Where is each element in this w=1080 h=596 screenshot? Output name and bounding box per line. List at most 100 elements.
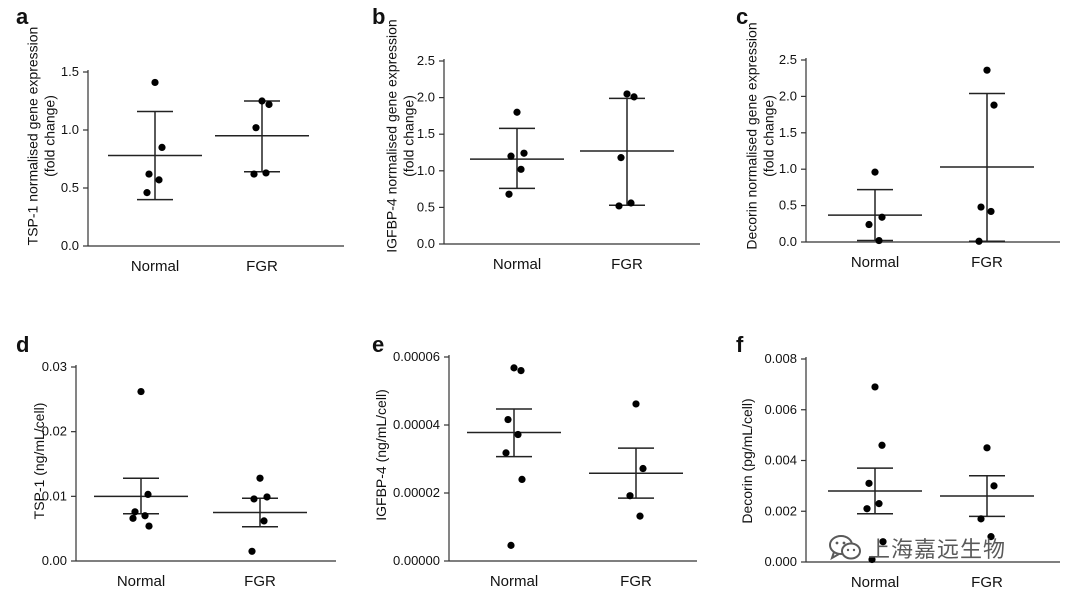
x-category-label: Normal <box>851 574 899 591</box>
panel-letter: b <box>372 4 385 29</box>
y-tick-label: 0.02 <box>42 424 67 439</box>
x-category-label: FGR <box>620 573 652 590</box>
x-category-label: FGR <box>971 574 1003 591</box>
x-category-label: FGR <box>244 573 276 590</box>
watermark: 上海嘉远生物 <box>828 530 1006 566</box>
data-point <box>863 505 871 513</box>
y-axis-label: IGFBP-4 normalised gene expression <box>384 19 400 252</box>
data-point <box>990 482 998 490</box>
data-point <box>868 555 876 564</box>
y-tick-label: 0.5 <box>779 198 797 213</box>
data-point <box>865 479 873 487</box>
y-axis-label: IGFBP-4 (ng/mL/cell) <box>373 389 389 520</box>
data-point <box>626 492 634 500</box>
data-point <box>632 400 640 408</box>
data-point <box>131 508 139 516</box>
wechat-icon <box>829 535 861 561</box>
y-tick-label: 1.5 <box>779 125 797 140</box>
data-point <box>260 517 268 525</box>
data-point <box>504 415 512 424</box>
panel-letter: d <box>16 332 29 357</box>
panel-letter: f <box>736 332 744 357</box>
y-tick-label: 0.00 <box>42 553 67 568</box>
panel-b: b 0.0 0.5 1.0 1.5 2.0 2.5 Normal FGR IGFBP-4 norm… <box>372 4 700 273</box>
y-tick-label: 0.0 <box>417 236 435 251</box>
y-tick-label: 1.0 <box>417 163 435 178</box>
y-tick-label: 0.5 <box>417 199 435 214</box>
data-point <box>514 430 522 439</box>
panel-letter: a <box>16 4 29 29</box>
data-point <box>144 490 152 498</box>
data-point <box>615 202 623 210</box>
data-point <box>256 474 264 482</box>
data-point <box>630 93 638 101</box>
data-point <box>507 152 515 160</box>
x-category-label: FGR <box>971 254 1003 271</box>
data-point <box>265 100 273 109</box>
data-point <box>129 514 137 522</box>
y-tick-label: 0.0 <box>779 234 797 249</box>
data-point <box>987 533 995 541</box>
watermark-text: 上海嘉远生物 <box>868 538 1007 563</box>
data-point <box>977 515 985 523</box>
data-point <box>983 66 991 74</box>
data-point <box>502 449 510 457</box>
data-point <box>507 541 515 549</box>
panel-letter: e <box>372 332 384 357</box>
data-point <box>137 387 145 396</box>
y-tick-label: 1.0 <box>61 122 79 137</box>
panel-c: c 0.0 0.5 1.0 1.5 2.0 2.5 Normal FGR Decorin norm… <box>736 4 1060 271</box>
data-point <box>155 176 163 184</box>
data-point <box>252 124 260 132</box>
data-point <box>878 213 886 221</box>
panel-a: a 0.0 0.5 1.0 1.5 Normal FGR TSP-1 normalised g… <box>16 4 344 275</box>
x-category-label: Normal <box>851 254 899 271</box>
y-axis-label: TSP-1 normalised gene expression <box>25 27 41 246</box>
data-point <box>258 97 266 105</box>
data-point <box>517 367 525 375</box>
data-point <box>141 512 149 520</box>
data-point <box>865 220 873 229</box>
data-point <box>875 500 883 508</box>
data-point <box>151 78 159 87</box>
data-point <box>627 199 635 207</box>
y-tick-label: 0.0 <box>61 238 79 253</box>
y-axis-label: TSP-1 (ng/mL/cell) <box>31 403 47 520</box>
x-category-label: FGR <box>246 258 278 275</box>
data-point <box>983 444 991 452</box>
y-tick-label: 2.5 <box>779 52 797 67</box>
data-point <box>518 475 526 483</box>
panel-e: e 0.00000 0.00002 0.00004 0.00006 Normal FGR IG… <box>372 332 697 590</box>
data-point <box>510 364 518 372</box>
data-point <box>875 236 883 245</box>
data-point <box>987 207 995 216</box>
data-point <box>636 512 644 520</box>
data-point <box>879 538 887 546</box>
y-tick-label: 0.004 <box>764 453 797 468</box>
y-tick-label: 2.0 <box>779 88 797 103</box>
panel-d: d 0.00 0.01 0.02 0.03 Normal FGR TSP-1 (ng/mL/c… <box>16 332 336 590</box>
y-tick-label: 0.00002 <box>393 485 440 500</box>
y-tick-label: 0.03 <box>42 359 67 374</box>
y-tick-label: 2.0 <box>417 90 435 105</box>
data-point <box>158 143 166 151</box>
x-category-label: Normal <box>490 573 538 590</box>
data-point <box>263 493 271 501</box>
data-point <box>990 101 998 109</box>
data-point <box>975 237 983 245</box>
y-axis-label: Decorin normalised gene expression <box>744 22 760 249</box>
data-point <box>639 464 647 473</box>
x-category-label: Normal <box>117 573 165 590</box>
x-category-label: Normal <box>131 258 179 275</box>
y-tick-label: 0.01 <box>42 488 67 503</box>
data-point <box>513 108 521 116</box>
data-point <box>871 168 879 176</box>
data-point <box>623 90 631 98</box>
data-point <box>520 149 528 157</box>
data-point <box>145 522 153 530</box>
y-axis-label: (fold change) <box>401 95 417 177</box>
x-category-label: FGR <box>611 256 643 273</box>
y-tick-label: 1.5 <box>417 126 435 141</box>
data-point <box>517 165 525 173</box>
